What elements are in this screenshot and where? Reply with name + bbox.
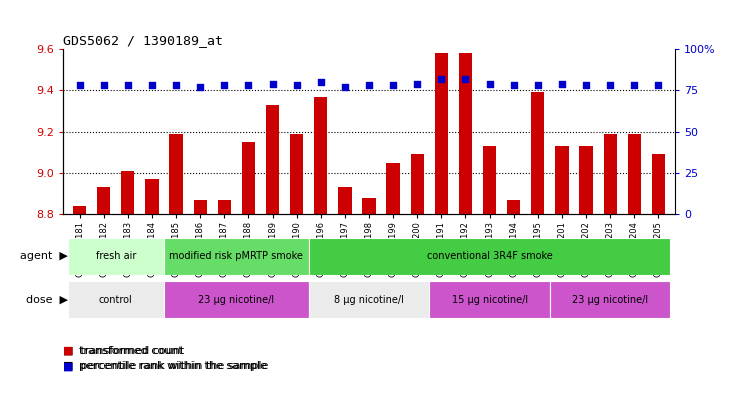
Text: fresh air: fresh air [96,252,136,261]
Text: 15 μg nicotine/l: 15 μg nicotine/l [452,295,528,305]
Point [98,82,110,88]
Point [483,81,495,87]
Bar [483,146,496,214]
Point [580,82,592,88]
Point [532,82,544,88]
Text: ■  percentile rank within the sample: ■ percentile rank within the sample [63,362,268,371]
Point [218,82,230,88]
Bar [531,92,545,214]
Text: ■: ■ [63,346,73,356]
Text: control: control [99,295,133,305]
Bar [145,179,159,214]
Point [315,79,327,85]
Text: 23 μg nicotine/l: 23 μg nicotine/l [199,295,275,305]
Point [339,84,351,90]
Point [387,82,399,88]
Point [556,81,568,87]
Text: dose  ▶: dose ▶ [26,295,68,305]
Bar [308,238,670,275]
Bar [604,134,617,214]
Bar [68,281,164,318]
Bar [68,238,164,275]
Bar [362,198,376,214]
Point [146,82,158,88]
Point [122,82,134,88]
Point [74,82,86,88]
Text: modified risk pMRTP smoke: modified risk pMRTP smoke [170,252,303,261]
Point [628,82,640,88]
Point [291,82,303,88]
Point [604,82,616,88]
Bar [338,187,351,214]
Bar [242,142,255,214]
Bar [73,206,86,214]
Text: GDS5062 / 1390189_at: GDS5062 / 1390189_at [63,33,223,46]
Point [411,81,423,87]
Bar [266,105,279,214]
Bar [170,134,183,214]
Text: transformed count: transformed count [79,346,183,356]
Bar [459,53,472,214]
Text: 23 μg nicotine/l: 23 μg nicotine/l [572,295,648,305]
Bar [579,146,593,214]
Point [266,81,278,87]
Text: ■: ■ [63,362,73,371]
Point [508,82,520,88]
Text: conventional 3R4F smoke: conventional 3R4F smoke [427,252,553,261]
Point [435,76,447,82]
Point [460,76,472,82]
Bar [164,281,308,318]
Bar [435,53,448,214]
Bar [555,146,568,214]
Bar [290,134,303,214]
Bar [308,281,430,318]
Bar [627,134,641,214]
Point [243,82,255,88]
Bar [218,200,231,214]
Point [363,82,375,88]
Bar [652,154,665,214]
Point [170,82,182,88]
Bar [550,281,670,318]
Text: ■  transformed count: ■ transformed count [63,346,184,356]
Bar [410,154,424,214]
Point [652,82,664,88]
Bar [193,200,207,214]
Bar [97,187,111,214]
Text: agent  ▶: agent ▶ [20,252,68,261]
Point [194,84,206,90]
Bar [430,281,550,318]
Bar [314,97,328,214]
Bar [387,163,400,214]
Text: 8 μg nicotine/l: 8 μg nicotine/l [334,295,404,305]
Bar [121,171,134,214]
Bar [164,238,308,275]
Bar [507,200,520,214]
Text: percentile rank within the sample: percentile rank within the sample [79,362,267,371]
